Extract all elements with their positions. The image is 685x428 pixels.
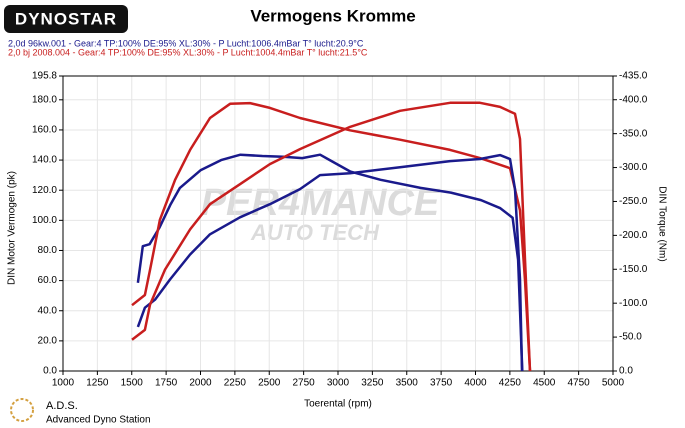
x-tick-label: 2500	[258, 378, 281, 389]
y2-axis-label: DIN Torque (Nm)	[656, 186, 667, 261]
line-series	[136, 153, 524, 372]
y-tick-label: 180.0	[32, 94, 57, 105]
legend-entry: 2,0d 96kw.001 - Gear:4 TP:100% DE:95% XL…	[8, 38, 364, 48]
x-tick-label: 2000	[189, 378, 212, 389]
x-tick-label: 4250	[499, 378, 522, 389]
chart-title: Vermogens Kromme	[250, 6, 415, 25]
watermark: PER4MANCE AUTO TECH	[201, 182, 441, 245]
line-series	[131, 101, 532, 372]
y-tick-label: 40.0	[38, 305, 58, 316]
y2-tick-label: -200.0	[619, 230, 648, 241]
x-tick-label: 1500	[121, 378, 144, 389]
x-tick-label: 3750	[430, 378, 453, 389]
x-tick-label: 2250	[224, 378, 247, 389]
x-tick-label: 3250	[361, 378, 384, 389]
plot-frame	[62, 75, 614, 372]
y-tick-label: 140.0	[32, 155, 57, 166]
logo: DYNOSTAR	[15, 9, 117, 28]
y-tick-label: 195.8	[32, 71, 57, 82]
footer-subtitle: Advanced Dyno Station	[46, 415, 151, 426]
y2-tick-label: -250.0	[619, 196, 648, 207]
y-tick-label: 120.0	[32, 185, 57, 196]
x-tick-label: 3000	[327, 378, 350, 389]
y2-tick-label: -100.0	[619, 298, 648, 309]
footer-brand: A.D.S.	[46, 400, 78, 412]
y2-tick-label: 0.0	[619, 366, 633, 377]
y2-tick-label: -435.0	[619, 71, 648, 82]
y-tick-label: 60.0	[38, 275, 58, 286]
x-tick-label: 2750	[293, 378, 316, 389]
y-tick-label: 20.0	[38, 336, 58, 347]
x-tick-label: 5000	[602, 378, 625, 389]
x-tick-label: 1250	[86, 378, 109, 389]
y2-tick-label: -350.0	[619, 128, 648, 139]
line-series	[136, 153, 524, 372]
y2-tick-label: -150.0	[619, 264, 648, 275]
logo-badge	[4, 5, 128, 33]
y-tick-label: 80.0	[38, 245, 58, 256]
line-series	[131, 101, 532, 372]
y2-tick-label: -50.0	[619, 332, 642, 343]
x-tick-label: 1000	[52, 378, 75, 389]
x-tick-label: 4000	[464, 378, 487, 389]
x-axis-label: Toerental (rpm)	[304, 399, 372, 410]
y-axis-label: DIN Motor Vermogen (pk)	[7, 171, 18, 285]
watermark-text: AUTO TECH	[250, 220, 380, 245]
y-tick-label: 160.0	[32, 125, 57, 136]
x-tick-label: 3500	[396, 378, 419, 389]
x-tick-label: 1750	[155, 378, 178, 389]
y2-tick-label: -300.0	[619, 162, 648, 173]
footer-logo	[10, 398, 34, 422]
y-tick-label: 100.0	[32, 215, 57, 226]
x-tick-label: 4750	[568, 378, 591, 389]
y-tick-label: 0.0	[43, 366, 57, 377]
y2-tick-label: -400.0	[619, 94, 648, 105]
legend-entry: 2,0 bj 2008.004 - Gear:4 TP:100% DE:95% …	[8, 47, 368, 57]
x-tick-label: 4500	[533, 378, 556, 389]
